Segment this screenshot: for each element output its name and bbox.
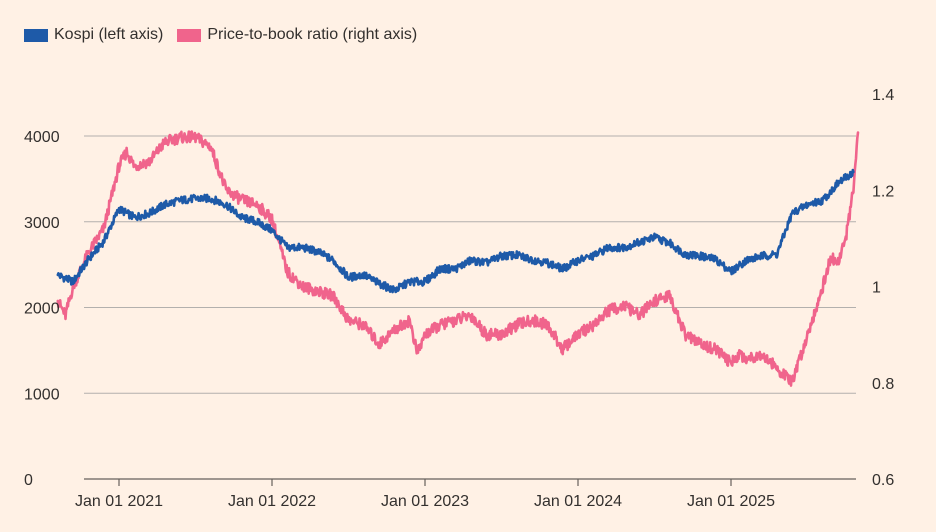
legend-item-pb-ratio: Price-to-book ratio (right axis) [177, 26, 417, 44]
legend-swatch-kospi [24, 28, 48, 42]
left-tick-label-0: 0 [24, 472, 33, 489]
kospi-series-line [56, 168, 855, 294]
x-tick-label-2: Jan 01 2023 [381, 493, 469, 510]
x-tick-label-4: Jan 01 2025 [687, 493, 775, 510]
axes: 0 1000 2000 3000 4000 0.6 0.8 1 1.2 1.4 Jan 01 202… [24, 87, 894, 510]
pb-ratio-series-line [56, 130, 860, 387]
right-tick-label-2: 1 [872, 280, 881, 297]
left-tick-label-4: 4000 [24, 129, 60, 146]
left-tick-label-2: 2000 [24, 301, 60, 318]
x-tick-label-3: Jan 01 2024 [534, 493, 622, 510]
right-tick-label-0: 0.6 [872, 472, 894, 489]
right-tick-label-4: 1.4 [872, 87, 894, 104]
legend-item-kospi: Kospi (left axis) [24, 26, 163, 44]
x-tick-label-1: Jan 01 2022 [228, 493, 316, 510]
legend-swatch-pb-ratio [177, 28, 202, 42]
legend-label-pb-ratio: Price-to-book ratio (right axis) [207, 26, 418, 43]
right-tick-label-3: 1.2 [872, 183, 894, 200]
series-layer [56, 130, 860, 387]
legend: Kospi (left axis) Price-to-book ratio (r… [24, 26, 417, 44]
legend-label-kospi: Kospi (left axis) [54, 26, 164, 43]
left-tick-label-1: 1000 [24, 386, 60, 403]
gridlines [84, 135, 856, 480]
left-tick-label-3: 3000 [24, 215, 60, 232]
right-tick-label-1: 0.8 [872, 376, 894, 393]
x-tick-label-0: Jan 01 2021 [75, 493, 163, 510]
